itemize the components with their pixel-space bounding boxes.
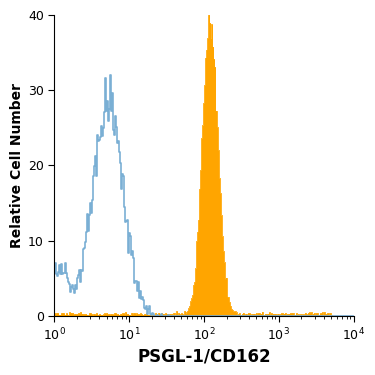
X-axis label: PSGL-1/CD162: PSGL-1/CD162: [137, 347, 271, 365]
Y-axis label: Relative Cell Number: Relative Cell Number: [10, 83, 24, 248]
